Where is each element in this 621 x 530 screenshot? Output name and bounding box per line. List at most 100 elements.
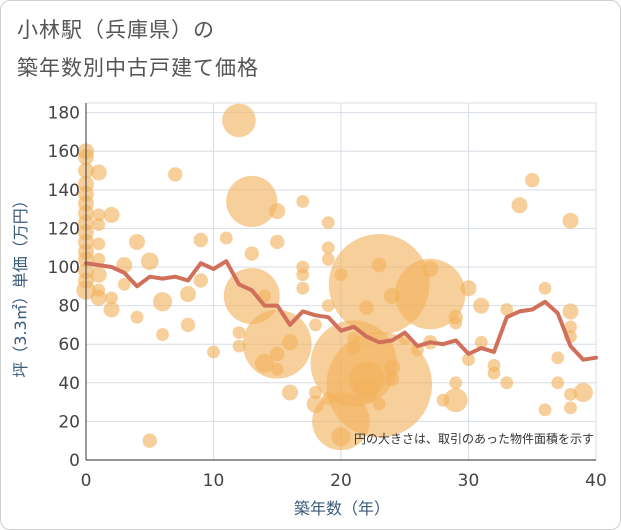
- x-tick-label: 10: [203, 471, 225, 491]
- bubble: [306, 395, 325, 413]
- bubble: [296, 195, 310, 208]
- bubble: [474, 335, 488, 349]
- bubble: [226, 175, 278, 228]
- bubble: [359, 300, 374, 315]
- bubble: [90, 266, 107, 283]
- bubble: [321, 216, 335, 230]
- bubble: [152, 292, 173, 312]
- x-axis-label: 築年数（年）: [294, 499, 390, 518]
- bubble: [117, 277, 131, 291]
- bubble: [105, 291, 118, 305]
- average-line-layer: [84, 259, 598, 362]
- bubble: [384, 287, 400, 304]
- bubble: [525, 172, 540, 188]
- y-axis-label: 坪（3.3㎡）単価（万円）: [11, 192, 30, 377]
- bubble: [551, 376, 565, 390]
- bubble: [296, 268, 310, 282]
- y-tick-label: 120: [48, 219, 80, 239]
- x-tick-label: 40: [585, 471, 607, 491]
- bubble: [270, 346, 285, 362]
- bubble: [156, 328, 169, 341]
- average-price-line: [84, 259, 598, 362]
- bubble: [92, 218, 106, 231]
- bubble: [372, 397, 386, 411]
- bubble: [473, 297, 490, 314]
- axes-layer: 0 20 40 60 80 100 120 140 160 180 0 10 20 30 40: [48, 103, 607, 491]
- bubble: [103, 206, 120, 223]
- y-tick-label: 180: [48, 104, 80, 124]
- x-tick-label: 0: [81, 471, 92, 491]
- bubble: [538, 281, 552, 295]
- bubble: [232, 326, 246, 340]
- bubble: [460, 280, 477, 297]
- bubble: [222, 103, 256, 138]
- bubble: [92, 237, 106, 251]
- y-tick-label: 160: [48, 142, 80, 162]
- bubble: [219, 231, 233, 245]
- bubble: [422, 260, 439, 277]
- bubble: [500, 376, 514, 390]
- y-tick-label: 0: [69, 451, 80, 471]
- x-tick-label: 20: [330, 471, 352, 491]
- bubble: [347, 332, 361, 345]
- bubble: [168, 167, 183, 182]
- bubble: [500, 303, 514, 316]
- bubble: [309, 318, 322, 332]
- bubble: [321, 252, 335, 266]
- bubble: [92, 208, 106, 222]
- bubble: [254, 353, 275, 374]
- bubble: [538, 403, 552, 417]
- bubble: [103, 301, 120, 318]
- bubble: [384, 359, 400, 376]
- y-tick-label: 100: [48, 258, 80, 278]
- bubble: [562, 303, 579, 320]
- y-tick-label: 40: [58, 374, 80, 394]
- bubble: [511, 197, 528, 214]
- bubble: [309, 386, 322, 399]
- chart-title-line2: 築年数別中古戸建て価格: [17, 56, 259, 80]
- bubble: [321, 391, 335, 405]
- bubble: [436, 393, 450, 407]
- bubble: [282, 384, 298, 401]
- bubble: [90, 164, 107, 181]
- bubble: [449, 376, 463, 390]
- bubble: [321, 241, 335, 255]
- bubble: [232, 339, 246, 353]
- bubble: [193, 232, 208, 248]
- bubble: [180, 286, 196, 303]
- y-tick-label: 20: [58, 412, 80, 432]
- bubble: [384, 371, 400, 387]
- bubble-layer: [76, 103, 593, 451]
- bubble: [443, 388, 468, 413]
- y-tick-label: 140: [48, 181, 80, 201]
- bubble: [354, 378, 379, 403]
- bubble: [282, 334, 298, 351]
- chart-title-line1: 小林駅（兵庫県）の: [17, 18, 215, 42]
- bubble: [562, 212, 579, 229]
- bubble: [564, 401, 577, 415]
- bubble: [244, 246, 259, 261]
- x-tick-label: 30: [458, 471, 480, 491]
- bubble: [92, 283, 106, 297]
- bubble: [129, 233, 145, 250]
- bubble: [487, 366, 501, 380]
- bubble: [180, 317, 196, 333]
- bubble: [564, 320, 577, 334]
- bubble: [130, 310, 144, 324]
- bubble: [395, 258, 466, 330]
- bubble: [462, 353, 475, 367]
- bubble: [449, 316, 463, 330]
- bubble: [551, 351, 565, 365]
- bubble: [334, 268, 348, 282]
- bubble: [347, 341, 361, 355]
- bubble: [270, 234, 285, 250]
- bubble: [193, 273, 208, 288]
- bubble: [321, 299, 335, 313]
- bubble: [223, 267, 280, 324]
- bubble: [207, 345, 220, 359]
- bubble: [142, 433, 157, 448]
- bubble: [312, 392, 370, 451]
- bubble: [270, 362, 284, 376]
- chart-annotation: 円の大きさは、取引のあった物件面積を示す: [354, 431, 594, 446]
